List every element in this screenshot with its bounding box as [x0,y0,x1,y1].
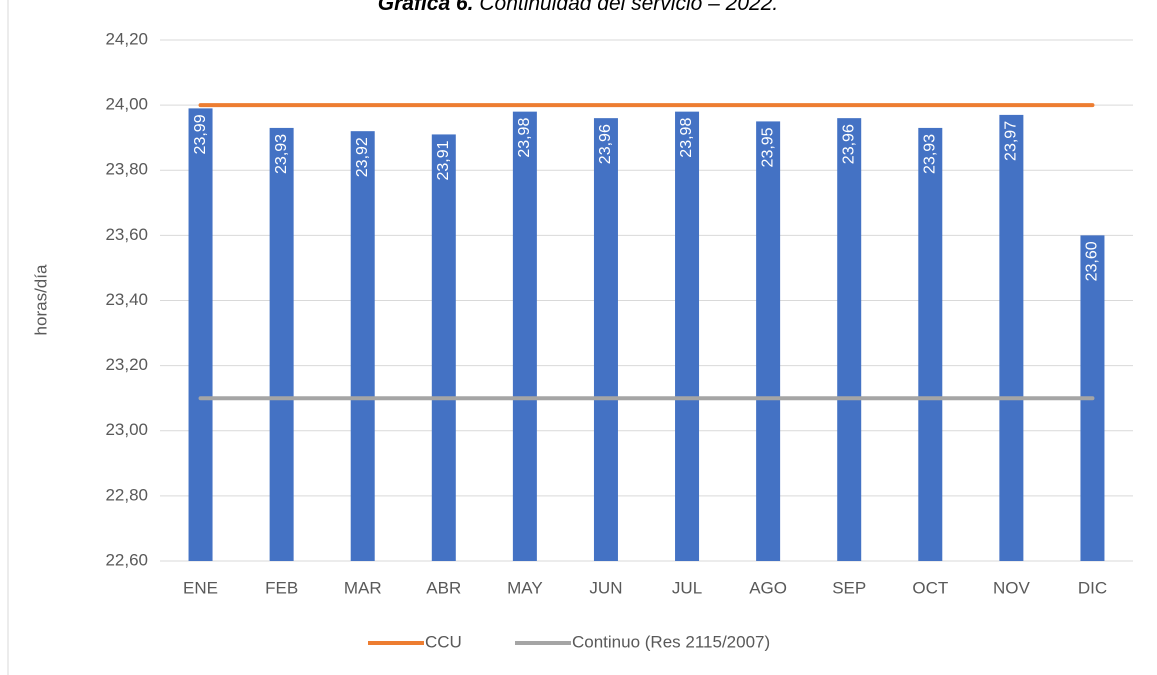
data-label: 23,93 [922,134,939,174]
data-label: 23,60 [1084,241,1101,281]
bar [999,114,1024,562]
legend-label: CCU [425,632,462,651]
data-label: 23,92 [354,137,371,177]
x-tick-label: OCT [912,578,948,597]
data-label: 23,98 [516,118,533,158]
x-tick-label: MAY [507,578,543,597]
x-tick-label: AGO [749,578,787,597]
data-label: 23,91 [435,140,452,180]
y-tick-label: 24,20 [105,29,148,48]
bar [188,108,213,561]
data-label: 23,96 [597,124,614,164]
y-tick-label: 23,00 [105,420,148,439]
bar [837,118,862,562]
y-tick-label: 23,80 [105,160,148,179]
x-tick-label: ABR [426,578,461,597]
x-tick-label: JUL [672,578,702,597]
bar [675,111,700,561]
legend-label: Continuo (Res 2115/2007) [572,632,770,651]
data-label: 23,97 [1003,121,1020,161]
bar [350,131,375,562]
y-tick-label: 23,20 [105,355,148,374]
y-tick-label: 23,40 [105,290,148,309]
y-tick-label: 24,00 [105,95,148,114]
bar [431,134,456,561]
x-tick-label: SEP [832,578,866,597]
x-tick-label: ENE [183,578,218,597]
x-tick-label: FEB [265,578,298,597]
y-tick-label: 22,80 [105,485,148,504]
data-label: 23,96 [840,124,857,164]
x-tick-label: JUN [589,578,622,597]
chart-title-group: Gráfica 6. Continuidad del servicio – 20… [378,0,778,15]
bar [918,127,943,561]
chart-subtitle: Continuidad del servicio – 2022. [479,0,778,15]
data-label: 23,98 [678,118,695,158]
data-label: 23,93 [273,134,290,174]
bar [593,118,618,562]
bar [269,127,294,561]
chart-border [7,0,9,675]
x-tick-label: NOV [993,578,1031,597]
y-axis-label: horas/día [31,264,50,335]
y-tick-label: 22,60 [105,550,148,569]
x-tick-label: MAR [344,578,382,597]
chart-title: Gráfica 6. [378,0,474,15]
y-tick-label: 23,60 [105,225,148,244]
bar [512,111,537,561]
x-tick-label: DIC [1078,578,1107,597]
data-label: 23,99 [192,114,209,154]
bar [756,121,781,561]
data-label: 23,95 [759,127,776,167]
